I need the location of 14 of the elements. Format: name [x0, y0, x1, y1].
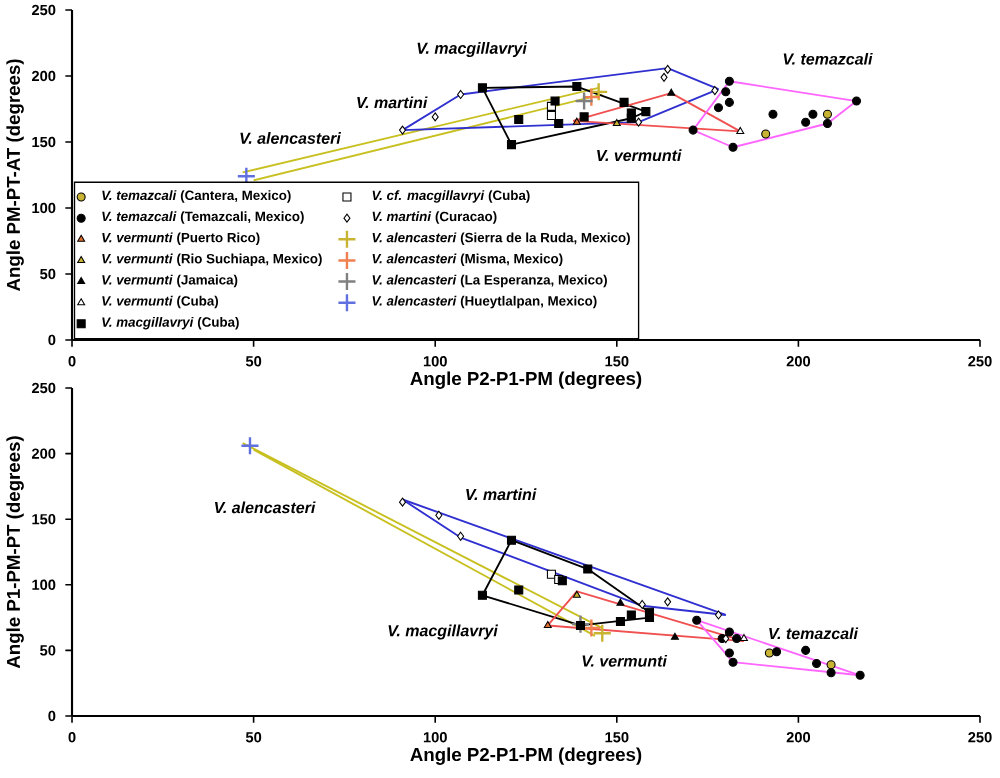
annotation: V. alencasteri	[215, 501, 316, 514]
annotation: V. vermunti	[597, 149, 682, 162]
annotation: V. macgillavryi	[417, 42, 528, 58]
y-axis-title: Angle P1-PM-PT (degrees)	[6, 436, 24, 669]
x-axis-title: Angle P2-P1-PM (degrees)	[410, 747, 642, 765]
x-axis-title: Angle P2-P1-PM (degrees)	[410, 371, 642, 389]
annotation: V. macgillavryi	[388, 624, 499, 640]
annotation: V. alencasteri	[240, 132, 342, 144]
annotation: V. martini	[357, 96, 428, 109]
annotation: V. martini	[466, 488, 537, 501]
annotation: V. temazcali	[783, 52, 873, 65]
annotation: V. vermunti	[582, 654, 668, 667]
annotation: V. temazcali	[769, 627, 859, 640]
y-axis-title: Angle PM-PT-AT (degrees)	[6, 59, 24, 292]
